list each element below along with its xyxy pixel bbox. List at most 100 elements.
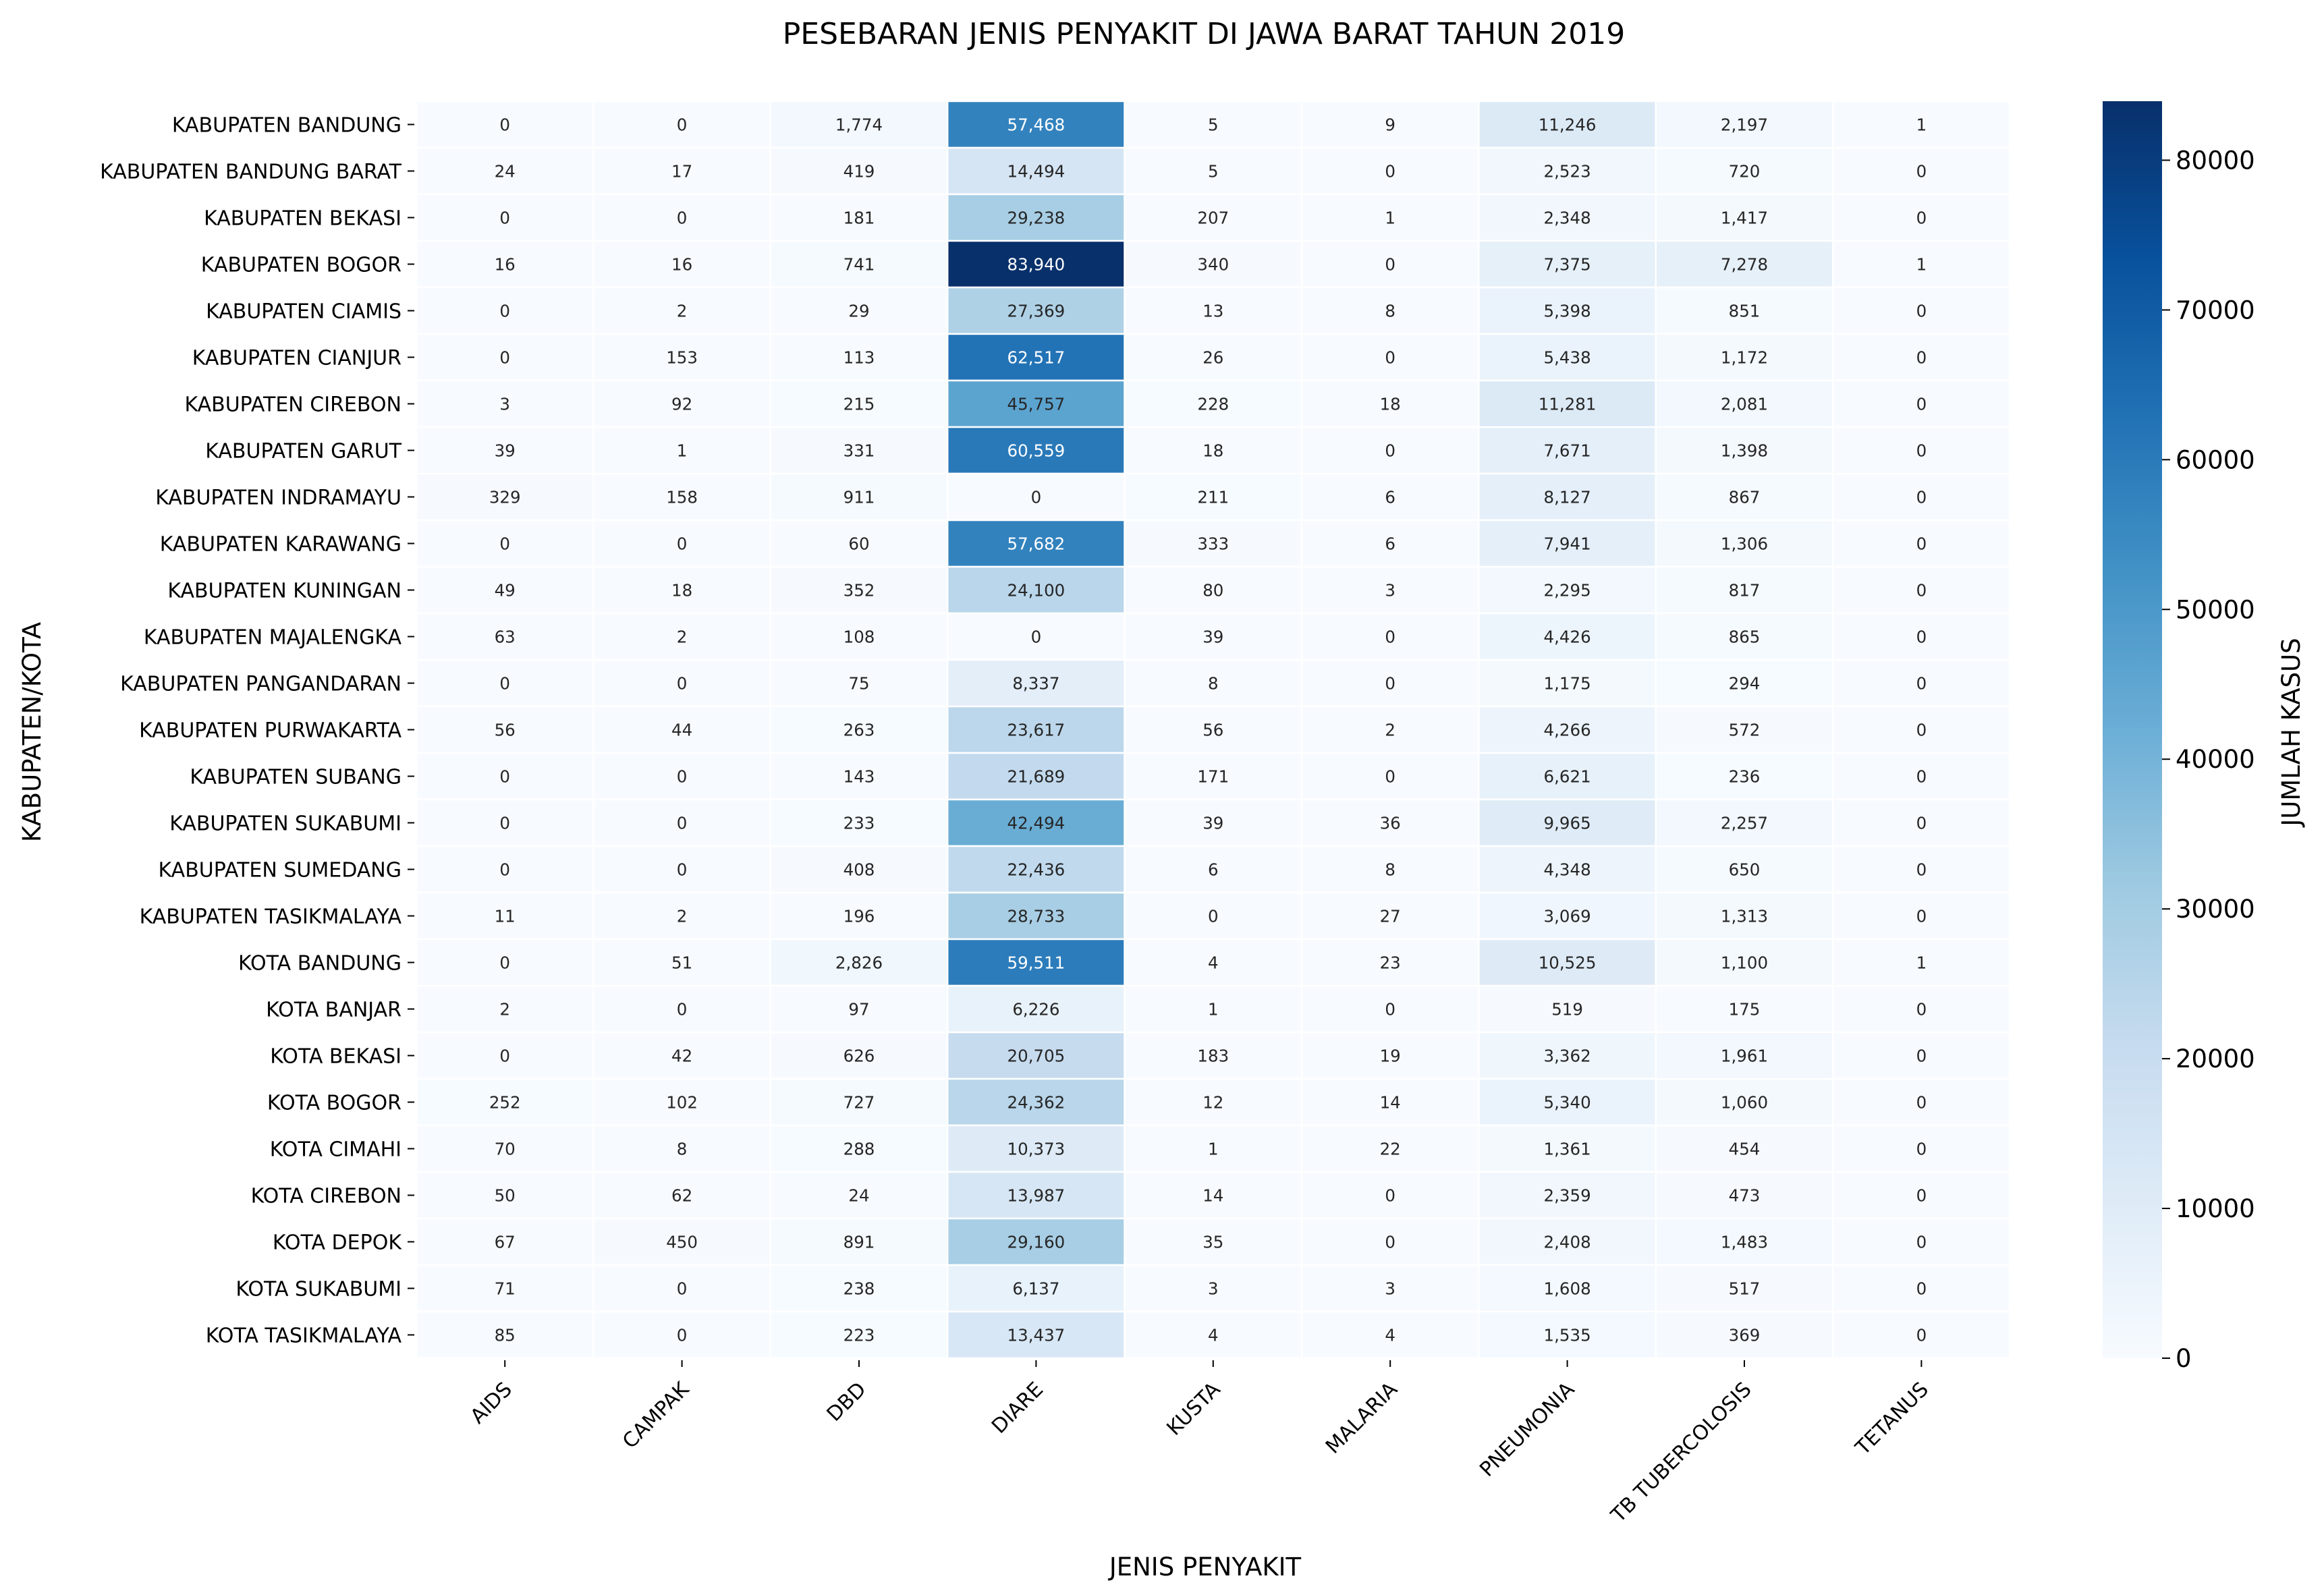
heatmap-cell bbox=[946, 426, 1126, 475]
cell-value-label: 70 bbox=[495, 1140, 516, 1159]
row-tick-label: KABUPATEN CIANJUR bbox=[192, 347, 402, 370]
heatmap-cell bbox=[769, 146, 949, 196]
cell-value-label: 1,172 bbox=[1721, 348, 1768, 368]
cell-value-label: 0 bbox=[1385, 1233, 1395, 1252]
cell-value-label: 0 bbox=[1385, 255, 1395, 275]
cell-value-label: 865 bbox=[1729, 627, 1761, 647]
heatmap-cell bbox=[415, 1217, 594, 1266]
cell-value-label: 252 bbox=[489, 1093, 521, 1113]
heatmap-cell bbox=[415, 240, 594, 289]
cell-value-label: 7,671 bbox=[1544, 441, 1591, 461]
cell-value-label: 92 bbox=[671, 395, 692, 414]
cell-value-label: 891 bbox=[843, 1233, 875, 1252]
colorbar-tick-label: 20000 bbox=[2176, 1044, 2255, 1073]
cell-value-label: 27,369 bbox=[1007, 302, 1066, 321]
colorbar-tick-label: 80000 bbox=[2176, 146, 2255, 175]
row-tick-label: KABUPATEN BEKASI bbox=[204, 207, 402, 231]
heatmap-cell bbox=[946, 1078, 1126, 1127]
cell-value-label: 1 bbox=[1208, 1000, 1219, 1019]
cell-value-label: 3,069 bbox=[1544, 907, 1591, 926]
heatmap-cell bbox=[1300, 426, 1480, 475]
heatmap-cell bbox=[946, 286, 1126, 335]
heatmap-cell bbox=[1831, 752, 2011, 801]
cell-value-label: 85 bbox=[495, 1326, 516, 1345]
cell-value-label: 0 bbox=[1916, 395, 1927, 414]
heatmap-cell bbox=[592, 240, 772, 289]
row-tick-labels: KABUPATEN BANDUNG KABUPATEN BANDUNG BARAT… bbox=[100, 114, 414, 1348]
cell-value-label: 1,483 bbox=[1721, 1233, 1768, 1252]
y-axis-label: KABUPATEN/KOTA bbox=[18, 622, 47, 842]
heatmap-cell bbox=[1300, 1078, 1480, 1127]
heatmap-cell bbox=[1478, 519, 1657, 568]
cell-value-label: 0 bbox=[677, 208, 688, 228]
row-tick-label: KABUPATEN SUKABUMI bbox=[169, 812, 402, 836]
heatmap-cell bbox=[592, 472, 772, 522]
heatmap-cell bbox=[1124, 565, 1303, 615]
heatmap-cell bbox=[769, 193, 949, 242]
cell-value-label: 0 bbox=[499, 208, 510, 228]
cell-value-label: 2,359 bbox=[1544, 1186, 1591, 1206]
cell-value-label: 4 bbox=[1208, 953, 1219, 973]
column-tick-label: TETANUS bbox=[1851, 1378, 1934, 1461]
cell-value-label: 1,313 bbox=[1721, 907, 1768, 926]
cell-value-label: 9 bbox=[1385, 115, 1395, 135]
heatmap-cell bbox=[1300, 565, 1480, 615]
cell-value-label: 238 bbox=[843, 1279, 875, 1299]
cell-value-label: 4,348 bbox=[1544, 860, 1591, 880]
cell-value-label: 2,197 bbox=[1721, 115, 1768, 135]
heatmap-cell bbox=[1831, 193, 2011, 242]
cell-value-label: 294 bbox=[1729, 674, 1761, 694]
heatmap-cell bbox=[1300, 519, 1480, 568]
cell-value-label: 0 bbox=[1916, 441, 1927, 461]
cell-value-label: 51 bbox=[671, 953, 692, 973]
row-tick-label: KABUPATEN PANGANDARAN bbox=[120, 673, 402, 696]
cell-value-label: 0 bbox=[1916, 907, 1927, 926]
cell-value-label: 1,361 bbox=[1544, 1140, 1591, 1159]
heatmap-cell bbox=[946, 519, 1126, 568]
cell-value-label: 263 bbox=[843, 721, 875, 740]
heatmap-cell bbox=[1831, 984, 2011, 1034]
cell-value-label: 0 bbox=[1916, 1046, 1927, 1066]
heatmap-cell bbox=[1478, 845, 1657, 894]
heatmap-cell bbox=[769, 612, 949, 661]
heatmap-cell bbox=[1300, 333, 1480, 382]
cell-value-label: 0 bbox=[1385, 348, 1395, 368]
cell-value-label: 1,100 bbox=[1721, 953, 1768, 973]
row-tick-label: KABUPATEN TASIKMALAYA bbox=[140, 905, 402, 929]
heatmap-cell bbox=[1655, 519, 1834, 568]
cell-value-label: 171 bbox=[1197, 767, 1229, 787]
cell-value-label: 0 bbox=[499, 534, 510, 554]
cell-value-label: 0 bbox=[677, 674, 688, 694]
heatmap-cell bbox=[1300, 100, 1480, 149]
heatmap-cell bbox=[769, 1310, 949, 1360]
heatmap-cell bbox=[769, 1171, 949, 1220]
row-tick-label: KABUPATEN CIAMIS bbox=[206, 300, 402, 324]
cell-value-label: 45,757 bbox=[1007, 395, 1066, 414]
cell-value-label: 8,337 bbox=[1012, 674, 1059, 694]
cell-value-label: 2,257 bbox=[1721, 814, 1768, 833]
heatmap-cell bbox=[1478, 705, 1657, 754]
cell-value-label: 5,398 bbox=[1544, 302, 1591, 321]
cell-value-label: 181 bbox=[843, 208, 875, 228]
cell-value-label: 0 bbox=[1916, 1093, 1927, 1113]
heatmap-cell bbox=[1831, 146, 2011, 196]
cell-value-label: 0 bbox=[1385, 674, 1395, 694]
heatmap-cell bbox=[1300, 705, 1480, 754]
heatmap-cell bbox=[1655, 891, 1834, 941]
heatmap-cell bbox=[592, 1217, 772, 1266]
row-tick-label: KOTA SUKABUMI bbox=[236, 1278, 402, 1302]
cell-value-label: 4,426 bbox=[1544, 627, 1591, 647]
cell-value-label: 49 bbox=[495, 581, 516, 600]
cell-value-label: 20,705 bbox=[1007, 1046, 1066, 1066]
cell-value-label: 450 bbox=[666, 1233, 698, 1252]
cell-value-label: 5,438 bbox=[1544, 348, 1591, 368]
cell-value-label: 13 bbox=[1202, 302, 1223, 321]
cell-value-label: 67 bbox=[495, 1233, 516, 1252]
cell-value-label: 24 bbox=[495, 162, 516, 181]
cell-value-label: 63 bbox=[495, 627, 516, 647]
heatmap-cell bbox=[1655, 984, 1834, 1034]
heatmap-cell bbox=[1478, 565, 1657, 615]
heatmap-cell bbox=[1831, 1171, 2011, 1220]
heatmap-cell bbox=[946, 1124, 1126, 1173]
cell-value-label: 0 bbox=[499, 115, 510, 135]
